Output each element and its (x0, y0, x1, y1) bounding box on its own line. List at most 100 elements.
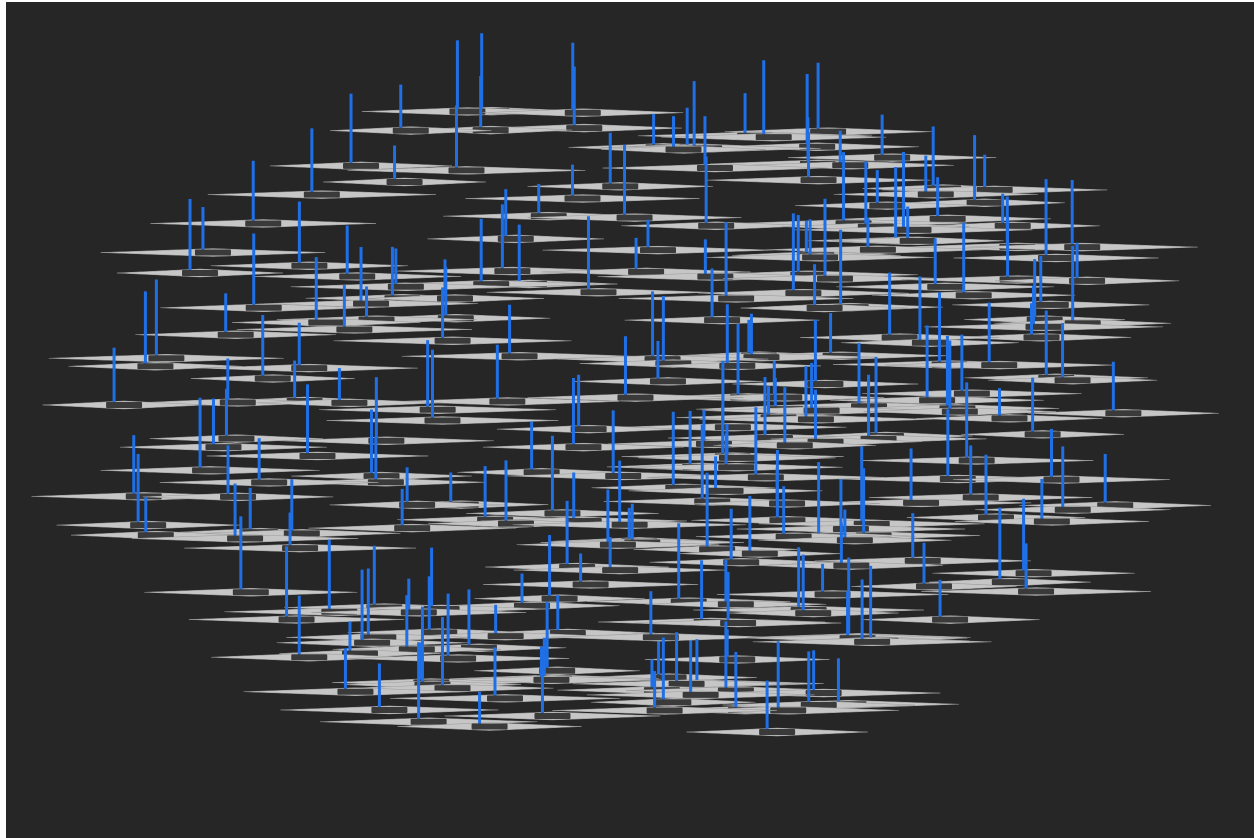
node-label (435, 338, 471, 344)
node-label (869, 203, 905, 209)
node-label (956, 292, 992, 298)
node-label (769, 501, 805, 507)
node-label (251, 479, 287, 485)
node-label (291, 654, 327, 660)
node-label (353, 301, 389, 307)
node-label (918, 191, 954, 197)
node-label (336, 326, 372, 332)
node-label (343, 163, 379, 169)
node-label (854, 639, 890, 645)
node-label (137, 363, 173, 369)
node-label (580, 289, 616, 295)
node-label (1055, 377, 1091, 383)
node-label (182, 270, 218, 276)
node-label (1024, 334, 1060, 340)
node-label (650, 378, 686, 384)
node-label (420, 407, 456, 413)
node-label (995, 223, 1031, 229)
node-label (815, 591, 851, 597)
node-label (900, 238, 936, 244)
node-label (963, 495, 999, 501)
node-label (489, 398, 525, 404)
node-label (932, 617, 968, 623)
node-label (605, 473, 641, 479)
page: (() => { const data = JSON.parse(documen… (0, 0, 1254, 838)
node-label (1055, 507, 1091, 513)
node-label (903, 500, 939, 506)
scene-view (6, 2, 1254, 838)
node-label (981, 362, 1017, 368)
node-label (1033, 302, 1069, 308)
node-label (1069, 278, 1105, 284)
node-label (434, 685, 470, 691)
node-label (440, 655, 476, 661)
node-label (715, 424, 751, 430)
node-label (759, 729, 795, 735)
node-label (195, 250, 231, 256)
node-label (573, 581, 609, 587)
node-label (565, 444, 601, 450)
node-label (393, 128, 429, 134)
node-label (991, 415, 1027, 421)
node-label (218, 332, 254, 338)
node-label (640, 247, 676, 253)
node-label (394, 525, 430, 531)
node-label (498, 521, 534, 527)
node-label (364, 473, 400, 479)
node-label (279, 617, 315, 623)
node-label (954, 391, 990, 397)
node-label (807, 305, 843, 311)
node-label (669, 681, 705, 687)
node-label (148, 355, 184, 361)
node-label (233, 589, 269, 595)
node-label (1018, 589, 1054, 595)
node-label (337, 689, 373, 695)
node-label (927, 284, 963, 290)
node-label (308, 319, 344, 325)
node-label (565, 196, 601, 202)
node-label (291, 263, 327, 269)
node-label (371, 707, 407, 713)
node-label (387, 179, 423, 185)
node-label (227, 536, 263, 542)
node-label (472, 724, 508, 730)
node-label (795, 610, 831, 616)
node-label (708, 488, 744, 494)
node-label (411, 719, 447, 725)
node-label (959, 458, 995, 464)
node-label (331, 400, 367, 406)
node-label (291, 365, 327, 371)
node-label (718, 296, 754, 302)
node-label (571, 426, 607, 432)
node-label (697, 165, 733, 171)
node-label (542, 596, 578, 602)
node-label (339, 273, 375, 279)
node-label (723, 559, 759, 565)
node-label (399, 502, 435, 508)
node-label (895, 227, 931, 233)
node-label (502, 353, 538, 359)
node-label (833, 563, 869, 569)
node-label (565, 110, 601, 116)
node-label (804, 408, 840, 414)
node-label (777, 442, 813, 448)
node-label (255, 376, 291, 382)
node-label (424, 418, 460, 424)
node-label (1038, 255, 1074, 261)
node-label (719, 455, 755, 461)
node-label (130, 522, 166, 528)
node-label (704, 317, 740, 323)
node-label (246, 305, 282, 311)
node-label (354, 640, 390, 646)
node-label (218, 436, 254, 442)
node-label (487, 695, 523, 701)
node-label (1025, 431, 1061, 437)
node-label (647, 707, 683, 713)
node-label (665, 146, 701, 152)
node-label (817, 276, 853, 282)
node-label (106, 402, 142, 408)
node-label (399, 646, 435, 652)
node-label (802, 254, 838, 260)
node-label (534, 713, 570, 719)
node-label (628, 269, 664, 275)
